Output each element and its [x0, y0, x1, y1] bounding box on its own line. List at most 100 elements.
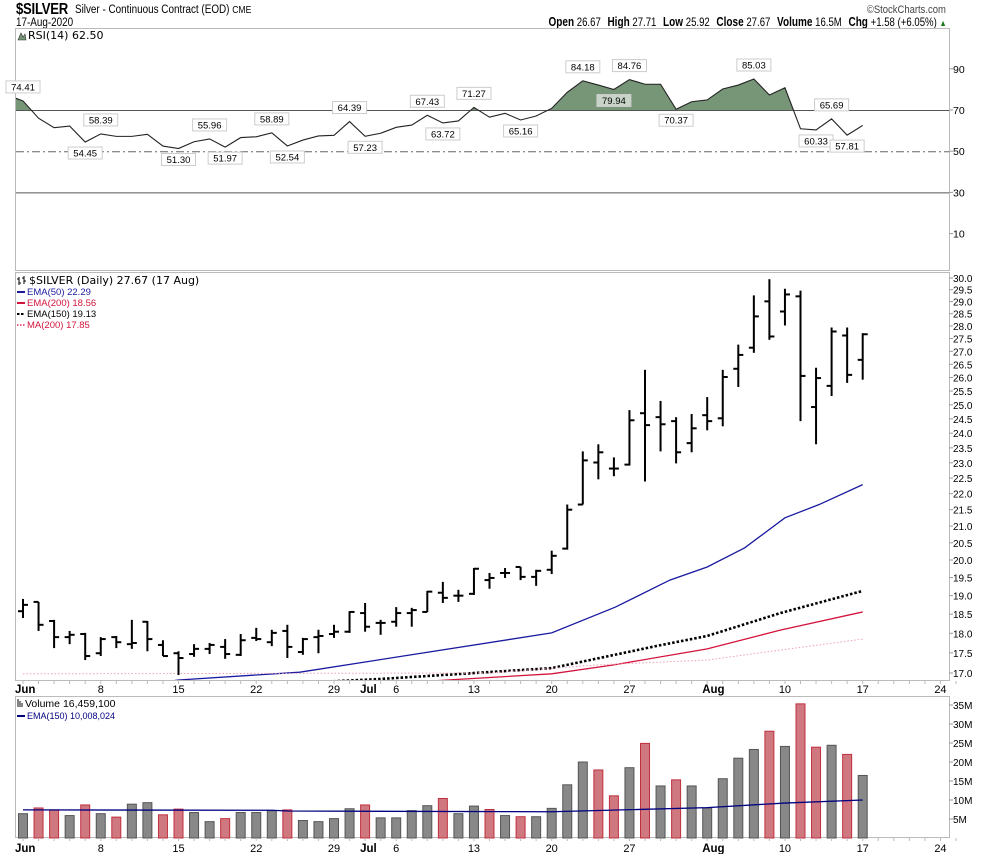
- price-bar: [111, 635, 122, 649]
- price-bar: [360, 603, 371, 632]
- rsi-annotation-box: [611, 59, 647, 73]
- price-axis-label: 27.5: [953, 335, 973, 346]
- quote-summary: Open 26.67 High 27.71 Low 25.92 Close 27…: [549, 15, 947, 29]
- rsi-annotation-box: [596, 94, 632, 108]
- volume-bar: [779, 745, 790, 839]
- date-label: 13: [468, 684, 480, 696]
- date-label: 15: [172, 843, 184, 854]
- rsi-annotation-box: [67, 146, 103, 160]
- date-label: 24: [934, 684, 946, 696]
- rsi-annotation-label: 79.94: [602, 96, 626, 107]
- date-label: 22: [250, 843, 262, 854]
- price-bar: [717, 369, 728, 427]
- price-bar: [157, 640, 168, 658]
- price-axis-label: 23.5: [953, 444, 973, 455]
- rsi-annotation-label: 55.96: [198, 120, 222, 131]
- rsi-annotation-label: 57.81: [835, 142, 859, 153]
- rsi-annotation-box: [503, 124, 539, 138]
- rsi-legend-label: RSI(14) 62.50: [28, 29, 103, 42]
- volume-bar: [842, 753, 853, 839]
- price-axis-label: 22.5: [953, 474, 973, 485]
- rsi-annotation-label: 54.45: [73, 149, 97, 160]
- volume-bar: [764, 730, 775, 839]
- date-label: 20: [546, 684, 558, 696]
- price-bar: [313, 629, 324, 654]
- rsi-annotation-box: [565, 60, 601, 74]
- rsi-annotation-label: 84.18: [571, 62, 595, 73]
- rsi-annotation-label: 51.30: [167, 155, 191, 166]
- price-axis-label: 28.5: [953, 310, 973, 321]
- rsi-annotation-box: [829, 139, 865, 153]
- volume-bar: [266, 810, 277, 839]
- price-axis-label: 19.0: [953, 592, 973, 603]
- volume-bar: [577, 761, 588, 839]
- date-label: 15: [172, 684, 184, 696]
- rsi-panel: [15, 28, 950, 271]
- rsi-annotation-box: [269, 150, 305, 164]
- volume-bar: [406, 810, 417, 839]
- price-axis-label: 28.0: [953, 322, 973, 333]
- volume-bar: [484, 809, 495, 839]
- price-axis-label: 17.5: [953, 649, 973, 660]
- price-axis-label: 29.5: [953, 286, 973, 297]
- volume-axis-label: 5M: [953, 815, 967, 826]
- rsi-annotation-box: [254, 112, 290, 126]
- price-bar: [297, 637, 308, 655]
- price-bar: [142, 620, 153, 652]
- rsi-annotation-box: [814, 98, 850, 112]
- volume-bar: [157, 814, 168, 839]
- rsi-annotation-box: [161, 153, 196, 167]
- volume-bar: [204, 821, 215, 839]
- volume-bar: [360, 804, 371, 839]
- price-bar: [733, 344, 744, 387]
- price-axis-label: 21.0: [953, 522, 973, 533]
- price-axis-label: 30.0: [953, 274, 973, 285]
- date-label: 27: [623, 843, 635, 854]
- rsi-area-icon: [17, 32, 27, 41]
- rsi-annotation-label: 70.37: [664, 116, 688, 127]
- volume-bar: [344, 808, 355, 839]
- date-label: 20: [546, 843, 558, 854]
- volume-axis-label: 30M: [953, 720, 972, 731]
- rsi-annotation-label: 51.97: [213, 154, 237, 165]
- price-bar: [500, 568, 511, 578]
- date-axis: Jun Jun 8 8 15 15 22 22 29 29 Jul Jul 6 6 13 13 20 20 27 27…: [15, 681, 957, 854]
- ema50-legend: EMA(50) 22.29: [27, 287, 91, 298]
- date-label: 29: [328, 684, 340, 696]
- price-legend: $SILVER (Daily) 27.67 (17 Aug) EMA(50) 2…: [17, 274, 199, 331]
- price-bar: [95, 637, 106, 657]
- price-bar: [189, 644, 200, 657]
- price-bar: [655, 400, 666, 452]
- rsi-annotation-box: [456, 86, 492, 100]
- price-panel: [15, 272, 950, 681]
- volume-legend-title: Volume 16,459,100: [25, 698, 116, 710]
- price-bar: [842, 327, 853, 383]
- volume-axis-label: 15M: [953, 777, 972, 788]
- volume-bar: [733, 757, 744, 839]
- ma200-line: [22, 638, 863, 675]
- ema50-line: [173, 484, 863, 680]
- volume-label: Volume: [777, 15, 813, 29]
- price-bar: [779, 288, 790, 326]
- price-bar: [811, 367, 822, 445]
- volume-bars-icon: [17, 699, 23, 707]
- volume-bar: [500, 815, 511, 839]
- price-bar: [80, 632, 91, 661]
- rsi-annotation-label: 52.54: [275, 152, 299, 163]
- volume-bar: [857, 774, 868, 839]
- date-label: 17: [857, 843, 869, 854]
- date-label: Jun: [15, 843, 35, 854]
- volume-axis-label: 25M: [953, 739, 972, 750]
- rsi-axis-label: 50: [953, 146, 965, 158]
- close-value: 27.67: [746, 15, 771, 29]
- vol-ema-legend: EMA(150) 10,008,024: [27, 711, 115, 721]
- price-bar: [437, 581, 448, 604]
- price-bar: [640, 369, 650, 482]
- open-value: 26.67: [577, 15, 602, 29]
- volume-ema-line: [22, 799, 863, 813]
- volume-bar: [220, 818, 231, 839]
- volume-bar: [795, 703, 806, 839]
- price-bar: [686, 414, 697, 453]
- ema150-line: [332, 589, 864, 680]
- price-axis-label: 18.5: [953, 610, 973, 621]
